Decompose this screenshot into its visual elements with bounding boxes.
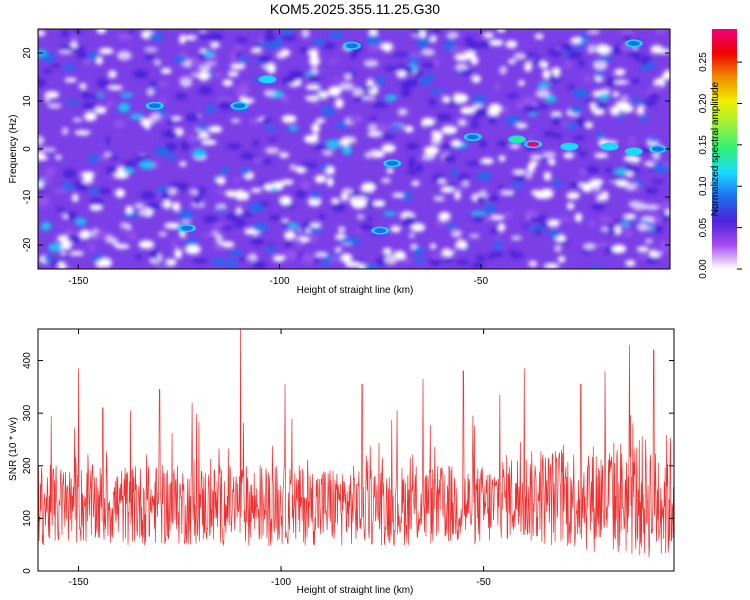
snr-y-tick-label: 0 xyxy=(22,568,33,574)
colorbar-tick-label: 0.25 xyxy=(698,52,709,72)
hotspot-core-13 xyxy=(627,40,640,46)
snr-x-tick-label: -150 xyxy=(69,577,89,588)
snr-x-label: Height of straight line (km) xyxy=(297,585,414,596)
spectrogram-y-tick-label: 20 xyxy=(22,47,33,59)
colorbar-tick-label: 0.05 xyxy=(698,217,709,237)
spectrogram-x-ticks: -150 -100 -50 xyxy=(68,29,488,287)
hotspot-core-1 xyxy=(511,136,524,142)
colorbar-label: Normalized spectral amplitude xyxy=(710,81,721,216)
snr-x-ticks: -150 -100 -50 xyxy=(69,329,491,588)
snr-y-tick-label: 400 xyxy=(22,352,33,369)
colorbar: 0.00 0.05 0.10 0.15 0.20 0.25 Normalized spec… xyxy=(698,29,742,279)
colorbar-gradient xyxy=(712,29,737,269)
snr-y-tick-label: 200 xyxy=(22,457,33,474)
hotspot-core-14 xyxy=(345,43,358,49)
spectrogram-y-ticks: -20 -10 0 10 20 xyxy=(22,47,670,252)
spectrogram-y-label: Frequency (Hz) xyxy=(8,115,19,184)
spectrogram-y-tick-label: -10 xyxy=(22,189,33,204)
snr-x-tick-label: -50 xyxy=(476,577,491,588)
snr-frame xyxy=(37,328,675,572)
colorbar-tick-label: 0.00 xyxy=(698,259,709,279)
spectrogram-x-tick-label: -100 xyxy=(270,276,290,287)
spectrogram-x-tick-label: -50 xyxy=(474,276,489,287)
snr-y-tick-label: 300 xyxy=(22,404,33,421)
hotspot-core-0 xyxy=(527,141,540,147)
spectrogram-y-tick-label: 0 xyxy=(22,146,33,152)
hotspot-core-2 xyxy=(563,144,576,150)
snr-y-tick-label: 100 xyxy=(22,510,33,527)
snr-series-line xyxy=(38,329,674,558)
colorbar-tick-label: 0.10 xyxy=(698,176,709,196)
hotspot-core-7 xyxy=(261,76,274,82)
snr-x-tick-label: -100 xyxy=(271,577,291,588)
hotspot-core-6 xyxy=(466,134,479,140)
spectrogram-x-tick-label: -150 xyxy=(68,276,88,287)
spectrogram-x-label: Height of straight line (km) xyxy=(297,285,414,296)
hotspot-core-8 xyxy=(233,103,246,109)
hotspot-core-5 xyxy=(651,146,664,152)
spectrogram-y-tick-label: -20 xyxy=(22,237,33,252)
hotspot-core-4 xyxy=(627,148,640,154)
spectrogram-texture xyxy=(38,29,670,269)
hotspot-core-9 xyxy=(148,103,161,109)
spectrogram-hotspots xyxy=(145,39,667,235)
snr-y-ticks: 0 100 200 300 400 xyxy=(22,352,674,574)
snr-y-label: SNR (10 * v/v) xyxy=(8,417,19,481)
colorbar-ticks: 0.00 0.05 0.10 0.15 0.20 0.25 xyxy=(698,52,742,279)
colorbar-tick-label: 0.15 xyxy=(698,135,709,155)
hotspot-core-10 xyxy=(180,225,193,231)
spectrogram-y-tick-label: 10 xyxy=(22,95,33,107)
hotspot-core-3 xyxy=(603,144,616,150)
chart-title: KOM5.2025.355.11.25.G30 xyxy=(270,1,440,17)
snr-panel: -150 -100 -50 0 100 200 300 400 Height of stra… xyxy=(8,328,675,596)
colorbar-tick-label: 0.20 xyxy=(698,93,709,113)
hotspot-core-11 xyxy=(386,160,399,166)
hotspot-core-12 xyxy=(374,228,387,234)
